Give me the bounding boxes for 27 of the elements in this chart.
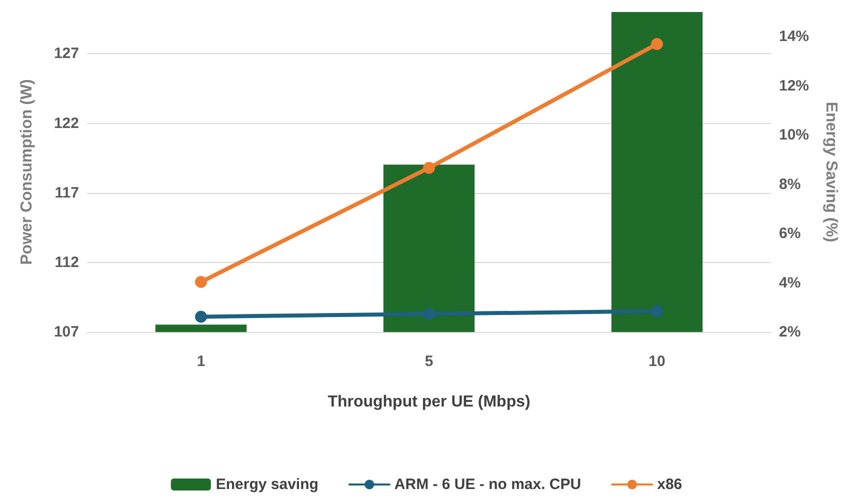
- y2-tick-label: 8%: [779, 176, 801, 193]
- y2-axis-title: Energy Saving (%): [822, 102, 840, 242]
- y2-tick-label: 14%: [779, 28, 810, 46]
- legend-label: x86: [657, 476, 682, 493]
- legend-label: Energy saving: [216, 476, 318, 493]
- y2-tick-label: 4%: [779, 274, 801, 292]
- y-tick-label: 117: [54, 184, 79, 202]
- x-tick-label: 1: [196, 353, 206, 370]
- point: [423, 162, 435, 174]
- legend-label: ARM - 6 UE - no max. CPU: [394, 476, 582, 493]
- y2-tick-label: 12%: [779, 77, 810, 94]
- point: [195, 276, 207, 288]
- x-axis-title: Throughput per UE (Mbps): [328, 394, 530, 410]
- y2-tick-label: 6%: [779, 225, 801, 242]
- y-axis-title: Power Consumption (W): [18, 79, 36, 265]
- x-tick-label: 10: [648, 353, 666, 370]
- point: [651, 38, 663, 50]
- point: [423, 308, 435, 320]
- point: [195, 310, 207, 323]
- y-tick-label: 107: [54, 324, 79, 340]
- y2-tick-label: 2%: [779, 324, 801, 340]
- y2-tick-label: 10%: [779, 126, 810, 144]
- point: [651, 305, 663, 318]
- y-tick-label: 112: [54, 254, 79, 271]
- y-tick-label: 127: [54, 45, 79, 62]
- x-tick-label: 5: [424, 353, 434, 370]
- y-tick-label: 122: [54, 114, 79, 132]
